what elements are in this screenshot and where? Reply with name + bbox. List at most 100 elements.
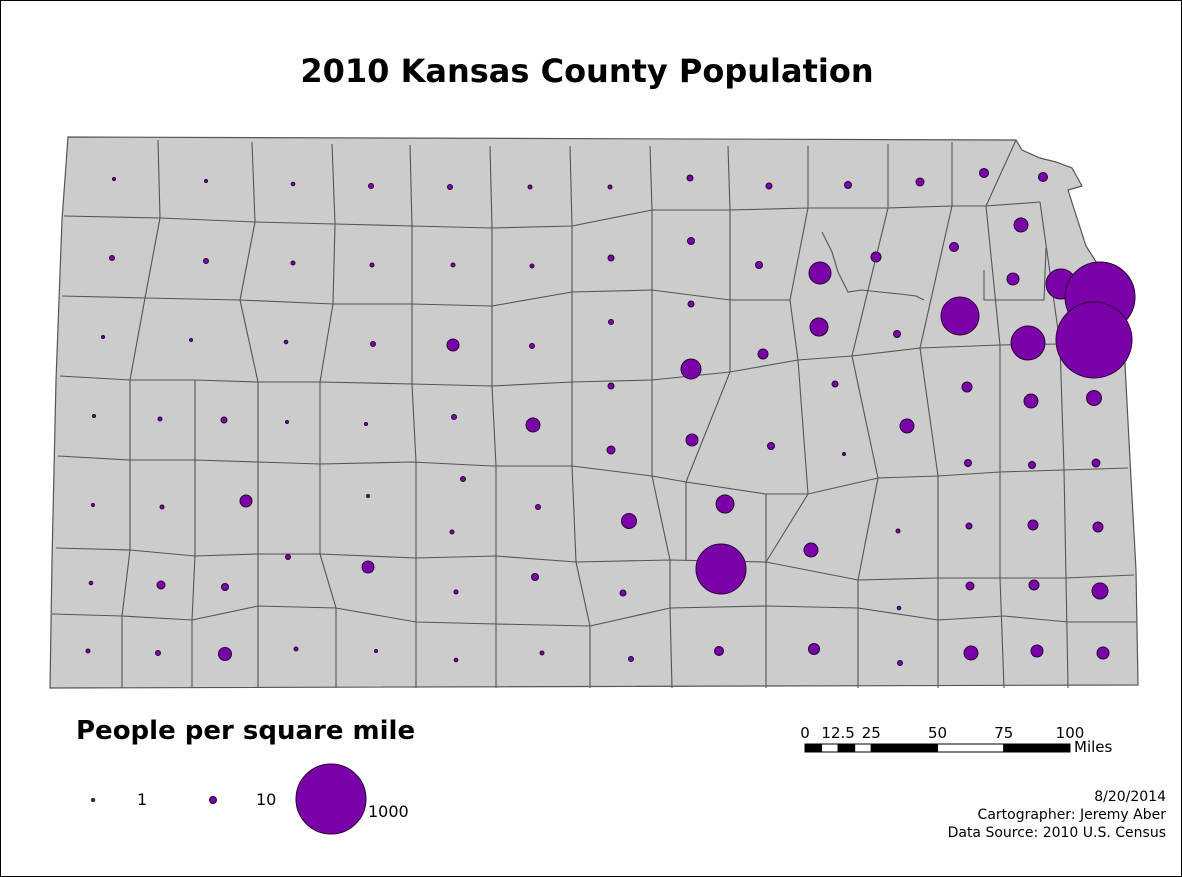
county-symbol <box>155 650 161 656</box>
county-symbol <box>715 494 735 514</box>
county-symbol <box>361 560 375 574</box>
county-symbol <box>88 580 94 586</box>
population-symbols <box>85 168 1136 666</box>
county-symbol <box>1023 393 1039 409</box>
scale-bar-segment <box>870 743 938 753</box>
kansas-state <box>49 136 1139 689</box>
county-symbol <box>961 381 973 393</box>
county-symbol <box>897 660 903 666</box>
county-symbol <box>619 589 627 597</box>
county-symbol <box>283 339 289 345</box>
legend-symbol-1000 <box>295 763 367 835</box>
county-symbol <box>979 168 989 178</box>
county-symbol <box>940 296 980 336</box>
county-symbol <box>1091 582 1109 600</box>
county-symbol <box>870 251 882 263</box>
county-line <box>569 145 591 688</box>
county-symbol <box>621 513 637 529</box>
legend-symbol-10 <box>209 796 217 804</box>
legend-symbols <box>91 763 367 835</box>
county-symbol <box>808 261 832 285</box>
county-symbol <box>531 573 539 581</box>
county-symbol <box>803 542 819 558</box>
county-symbol <box>529 343 535 349</box>
scale-bar-tick-label: 12.5 <box>821 724 854 742</box>
county-symbol <box>374 649 378 653</box>
county-symbol <box>1006 272 1020 286</box>
county-symbol <box>370 341 376 347</box>
county-symbol <box>220 416 228 424</box>
scale-bar-tick-label: 50 <box>928 724 947 742</box>
county-line <box>121 139 161 688</box>
county-symbol <box>1027 519 1039 531</box>
county-symbol <box>1028 579 1040 591</box>
county-symbol <box>293 646 299 652</box>
county-symbol <box>714 646 724 656</box>
county-symbol <box>101 335 105 339</box>
county-symbol <box>218 647 232 661</box>
county-symbol <box>1096 646 1110 660</box>
scale-bar-tick-label: 75 <box>994 724 1013 742</box>
county-symbol <box>757 348 769 360</box>
county-symbol <box>606 445 616 455</box>
county-symbol <box>1030 644 1044 658</box>
legend-symbol-1 <box>91 798 95 802</box>
county-symbol <box>842 452 846 456</box>
county-symbol <box>157 416 163 422</box>
county-symbol <box>695 543 747 595</box>
county-line <box>409 144 417 688</box>
county-symbol <box>156 580 166 590</box>
county-symbol <box>680 358 702 380</box>
kansas-river-boundary <box>821 231 925 301</box>
scale-bar-segment <box>804 743 823 753</box>
county-symbol <box>765 182 773 190</box>
county-symbol <box>189 338 193 342</box>
county-symbol <box>221 583 229 591</box>
county-symbol <box>1055 301 1133 379</box>
county-symbol <box>685 433 699 447</box>
county-line <box>985 139 1017 689</box>
county-symbol <box>447 184 453 190</box>
county-symbol <box>368 183 374 189</box>
county-symbol <box>109 255 115 261</box>
county-symbol <box>767 442 775 450</box>
kansas-outline <box>49 136 1139 689</box>
county-symbol <box>539 650 545 656</box>
county-line <box>685 145 731 560</box>
county-symbol <box>446 338 460 352</box>
county-symbol <box>290 260 296 266</box>
county-symbol <box>1010 325 1046 361</box>
county-symbol <box>965 522 973 530</box>
county-symbol <box>844 181 852 189</box>
cartographer-credit: Cartographer: Jeremy Aber <box>977 807 1166 823</box>
map-date: 8/20/2014 <box>1094 789 1166 805</box>
county-symbol <box>831 380 839 388</box>
scale-bar-segment <box>837 743 856 753</box>
county-symbol <box>895 528 901 534</box>
county-symbol <box>366 494 370 498</box>
scale-bar-tick-label: 0 <box>800 724 810 742</box>
county-symbol <box>449 529 455 535</box>
scale-bar-tick-label: 25 <box>862 724 881 742</box>
county-symbol <box>453 657 459 663</box>
county-symbol <box>899 418 915 434</box>
county-symbol <box>453 589 459 595</box>
county-line <box>61 289 790 307</box>
county-symbol <box>893 330 901 338</box>
county-symbol <box>687 300 695 308</box>
county-symbol <box>527 184 533 190</box>
county-line <box>191 380 196 688</box>
scale-bar-segment <box>937 743 1005 753</box>
county-symbol <box>1013 217 1029 233</box>
county-symbol <box>1028 461 1036 469</box>
county-symbol <box>159 504 165 510</box>
county-symbol <box>112 177 116 181</box>
county-symbol <box>535 504 541 510</box>
county-symbol <box>809 317 829 337</box>
scale-bar-segment <box>1003 743 1071 753</box>
county-symbol <box>607 254 615 262</box>
county-symbol <box>460 476 466 482</box>
county-symbol <box>285 420 289 424</box>
county-symbol <box>1092 521 1104 533</box>
